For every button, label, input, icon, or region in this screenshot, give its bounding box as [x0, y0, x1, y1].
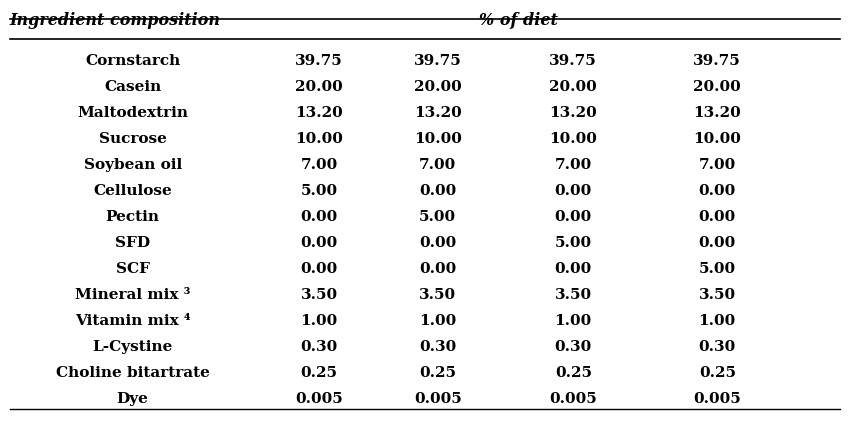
Text: Maltodextrin: Maltodextrin	[77, 106, 188, 120]
Text: Soybean oil: Soybean oil	[83, 158, 182, 172]
Text: 0.30: 0.30	[300, 340, 337, 354]
Text: Vitamin mix ⁴: Vitamin mix ⁴	[75, 314, 190, 328]
Text: 1.00: 1.00	[555, 314, 592, 328]
Text: 3.50: 3.50	[301, 288, 337, 302]
Text: Ingredient composition: Ingredient composition	[10, 12, 221, 29]
Text: 7.00: 7.00	[300, 158, 337, 172]
Text: 13.20: 13.20	[414, 106, 462, 120]
Text: 10.00: 10.00	[295, 132, 343, 146]
Text: 0.005: 0.005	[414, 392, 462, 406]
Text: 10.00: 10.00	[414, 132, 462, 146]
Text: Sucrose: Sucrose	[99, 132, 167, 146]
Text: 1.00: 1.00	[419, 314, 456, 328]
Text: % of diet: % of diet	[479, 12, 558, 29]
Text: 0.25: 0.25	[301, 366, 337, 380]
Text: Dye: Dye	[116, 392, 149, 406]
Text: 0.00: 0.00	[419, 262, 456, 276]
Text: 0.00: 0.00	[419, 236, 456, 250]
Text: Cellulose: Cellulose	[94, 184, 172, 198]
Text: 13.20: 13.20	[694, 106, 741, 120]
Text: 0.00: 0.00	[699, 236, 736, 250]
Text: 5.00: 5.00	[301, 184, 337, 198]
Text: Mineral mix ³: Mineral mix ³	[75, 288, 190, 302]
Text: 1.00: 1.00	[699, 314, 736, 328]
Text: 0.00: 0.00	[699, 184, 736, 198]
Text: 20.00: 20.00	[295, 80, 343, 94]
Text: 0.005: 0.005	[549, 392, 598, 406]
Text: Pectin: Pectin	[105, 210, 160, 224]
Text: 0.00: 0.00	[419, 184, 456, 198]
Text: 20.00: 20.00	[694, 80, 741, 94]
Text: L-Cystine: L-Cystine	[93, 340, 173, 354]
Text: 7.00: 7.00	[699, 158, 736, 172]
Text: 0.30: 0.30	[419, 340, 456, 354]
Text: 10.00: 10.00	[549, 132, 598, 146]
Text: Casein: Casein	[104, 80, 162, 94]
Text: 5.00: 5.00	[699, 262, 736, 276]
Text: 7.00: 7.00	[419, 158, 456, 172]
Text: 13.20: 13.20	[549, 106, 598, 120]
Text: 39.75: 39.75	[549, 54, 598, 68]
Text: 1.00: 1.00	[300, 314, 337, 328]
Text: 7.00: 7.00	[555, 158, 592, 172]
Text: Choline bitartrate: Choline bitartrate	[56, 366, 210, 380]
Text: 0.00: 0.00	[555, 210, 592, 224]
Text: 0.30: 0.30	[555, 340, 592, 354]
Text: 20.00: 20.00	[414, 80, 462, 94]
Text: SFD: SFD	[115, 236, 150, 250]
Text: 0.00: 0.00	[555, 262, 592, 276]
Text: 39.75: 39.75	[295, 54, 343, 68]
Text: 5.00: 5.00	[419, 210, 456, 224]
Text: 0.25: 0.25	[699, 366, 736, 380]
Text: 3.50: 3.50	[699, 288, 736, 302]
Text: 39.75: 39.75	[694, 54, 741, 68]
Text: 3.50: 3.50	[555, 288, 592, 302]
Text: 5.00: 5.00	[555, 236, 592, 250]
Text: 0.00: 0.00	[300, 210, 337, 224]
Text: Cornstarch: Cornstarch	[85, 54, 180, 68]
Text: 0.25: 0.25	[555, 366, 592, 380]
Text: 0.005: 0.005	[295, 392, 343, 406]
Text: 39.75: 39.75	[414, 54, 462, 68]
Text: 0.00: 0.00	[699, 210, 736, 224]
Text: 0.00: 0.00	[300, 236, 337, 250]
Text: 0.00: 0.00	[555, 184, 592, 198]
Text: 0.30: 0.30	[699, 340, 736, 354]
Text: 13.20: 13.20	[295, 106, 343, 120]
Text: 20.00: 20.00	[549, 80, 598, 94]
Text: 0.005: 0.005	[694, 392, 741, 406]
Text: 0.00: 0.00	[300, 262, 337, 276]
Text: 0.25: 0.25	[419, 366, 456, 380]
Text: SCF: SCF	[116, 262, 150, 276]
Text: 3.50: 3.50	[419, 288, 456, 302]
Text: 10.00: 10.00	[694, 132, 741, 146]
